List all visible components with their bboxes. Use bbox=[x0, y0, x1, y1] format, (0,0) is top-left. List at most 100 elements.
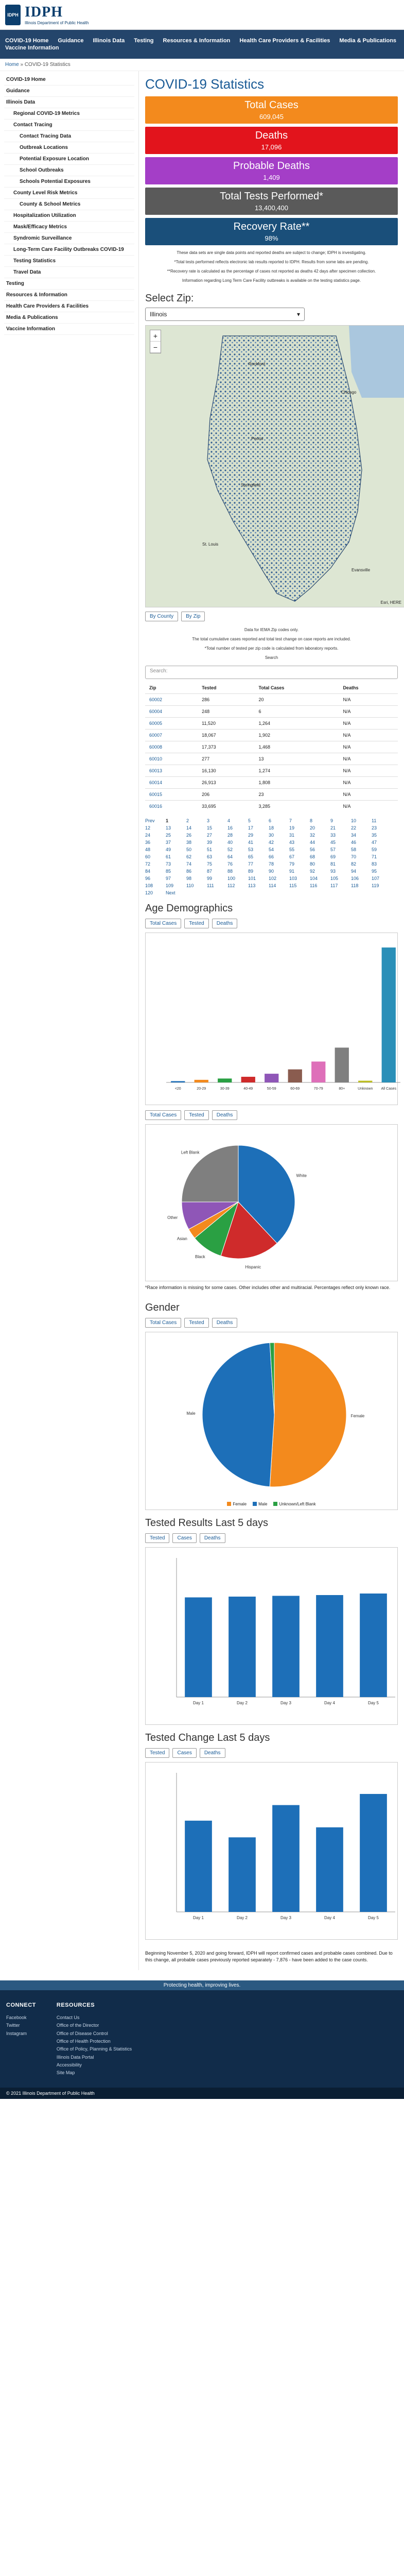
sidebar-item[interactable]: Mask/Efficacy Metrics bbox=[4, 222, 134, 233]
page-link[interactable]: 96 bbox=[145, 876, 151, 881]
bar[interactable] bbox=[194, 1079, 208, 1082]
page-link[interactable]: 69 bbox=[330, 854, 336, 859]
page-link[interactable]: 64 bbox=[227, 854, 233, 859]
sidebar-item[interactable]: Hospitalization Utilization bbox=[4, 210, 134, 222]
page-link[interactable]: 45 bbox=[330, 840, 336, 845]
page-link[interactable]: 89 bbox=[248, 869, 254, 874]
page-link[interactable]: 46 bbox=[351, 840, 357, 845]
gender-deaths-button[interactable]: Deaths bbox=[212, 1317, 238, 1328]
footer-link[interactable]: Illinois Data Portal bbox=[56, 2054, 94, 2060]
change-deaths-button[interactable]: Deaths bbox=[199, 1748, 225, 1758]
nav-guidance[interactable]: Guidance bbox=[58, 38, 84, 44]
page-link[interactable]: 78 bbox=[269, 861, 274, 867]
zip-link[interactable]: 60007 bbox=[145, 729, 198, 741]
page-link[interactable]: 79 bbox=[289, 861, 295, 867]
footer-link[interactable]: Office of Health Protection bbox=[56, 2039, 111, 2044]
bar[interactable] bbox=[381, 947, 396, 1082]
bar[interactable] bbox=[335, 1047, 349, 1082]
page-link[interactable]: 35 bbox=[372, 833, 377, 838]
age-total-cases-button[interactable]: Total Cases bbox=[145, 919, 182, 928]
page-link[interactable]: 3 bbox=[207, 818, 210, 823]
sidebar-item[interactable]: School Outbreaks bbox=[4, 165, 134, 176]
age-deaths-button[interactable]: Deaths bbox=[212, 919, 238, 928]
bar[interactable] bbox=[360, 1793, 387, 1912]
page-link[interactable]: 60 bbox=[145, 854, 151, 859]
zip-link[interactable]: 60008 bbox=[145, 741, 198, 753]
page-link[interactable]: 23 bbox=[372, 825, 377, 831]
page-link[interactable]: 116 bbox=[310, 883, 318, 888]
page-link[interactable]: 77 bbox=[248, 861, 254, 867]
page-link[interactable]: 25 bbox=[166, 833, 171, 838]
bar[interactable] bbox=[316, 1595, 343, 1697]
page-link[interactable]: 101 bbox=[248, 876, 256, 881]
page-link[interactable]: 15 bbox=[207, 825, 213, 831]
page-link[interactable]: 66 bbox=[269, 854, 274, 859]
page-link[interactable]: 18 bbox=[269, 825, 274, 831]
bar[interactable] bbox=[218, 1078, 232, 1082]
page-link[interactable]: 111 bbox=[207, 883, 214, 888]
footer-link[interactable]: Site Map bbox=[56, 2070, 75, 2076]
change-tested-button[interactable]: Tested bbox=[145, 1748, 170, 1758]
bar[interactable] bbox=[241, 1077, 255, 1082]
page-link[interactable]: 100 bbox=[227, 876, 236, 881]
page-link[interactable]: 4 bbox=[227, 818, 231, 823]
page-link[interactable]: 106 bbox=[351, 876, 359, 881]
page-link[interactable]: 76 bbox=[227, 861, 233, 867]
page-link[interactable]: 85 bbox=[166, 869, 171, 874]
page-link[interactable]: 43 bbox=[289, 840, 295, 845]
zip-link[interactable]: 60002 bbox=[145, 693, 198, 706]
page-link[interactable]: 22 bbox=[351, 825, 357, 831]
page-link[interactable]: 108 bbox=[145, 883, 153, 888]
col-total-cases[interactable]: Total Cases bbox=[258, 685, 285, 690]
page-link[interactable]: 62 bbox=[186, 854, 192, 859]
page-link[interactable]: 41 bbox=[248, 840, 254, 845]
footer-link[interactable]: Twitter bbox=[6, 2023, 20, 2028]
footer-link[interactable]: Facebook bbox=[6, 2015, 27, 2021]
page-link[interactable]: 86 bbox=[186, 869, 192, 874]
page-link[interactable]: 63 bbox=[207, 854, 213, 859]
bar[interactable] bbox=[272, 1596, 300, 1697]
page-link[interactable]: 118 bbox=[351, 883, 359, 888]
page-link[interactable]: 10 bbox=[351, 818, 357, 823]
footer-link[interactable]: Office of Disease Control bbox=[56, 2030, 108, 2036]
idph-logo[interactable]: IDPH IDPH Illinois Department of Public … bbox=[5, 4, 89, 25]
page-link[interactable]: 36 bbox=[145, 840, 151, 845]
page-link[interactable]: 88 bbox=[227, 869, 233, 874]
footer-link[interactable]: Office of Policy, Planning & Statistics bbox=[56, 2046, 132, 2052]
page-link[interactable]: 104 bbox=[310, 876, 318, 881]
page-link[interactable]: 83 bbox=[372, 861, 377, 867]
page-link[interactable]: 120 bbox=[145, 890, 153, 895]
page-link[interactable]: 21 bbox=[330, 825, 336, 831]
page-link[interactable]: 117 bbox=[330, 883, 338, 888]
page-link[interactable]: 12 bbox=[145, 825, 151, 831]
page-link[interactable]: 75 bbox=[207, 861, 213, 867]
page-link[interactable]: 8 bbox=[310, 818, 313, 823]
race-total-cases-button[interactable]: Total Cases bbox=[145, 1110, 182, 1120]
zip-select[interactable]: Illinois ▾ bbox=[145, 308, 305, 321]
sidebar-item[interactable]: Regional COVID-19 Metrics bbox=[4, 108, 134, 120]
page-link[interactable]: 102 bbox=[269, 876, 277, 881]
bar[interactable] bbox=[272, 1805, 300, 1912]
bar[interactable] bbox=[358, 1080, 373, 1082]
page-link[interactable]: 73 bbox=[166, 861, 171, 867]
bar[interactable] bbox=[288, 1069, 302, 1082]
sidebar-item[interactable]: Resources & Information bbox=[4, 290, 134, 301]
page-link[interactable]: 19 bbox=[289, 825, 295, 831]
zip-link[interactable]: 60014 bbox=[145, 776, 198, 789]
zoom-in-button[interactable]: + bbox=[150, 330, 161, 342]
pie-slice[interactable] bbox=[269, 1342, 275, 1415]
page-link[interactable]: 44 bbox=[310, 840, 315, 845]
page-link[interactable]: 1 bbox=[166, 818, 169, 823]
page-link[interactable]: 110 bbox=[186, 883, 194, 888]
sidebar-item[interactable]: County & School Metrics bbox=[4, 199, 134, 210]
sidebar-item[interactable]: Long-Term Care Facility Outbreaks COVID-… bbox=[4, 244, 134, 256]
nav-covid-home[interactable]: COVID-19 Home bbox=[5, 38, 49, 44]
pie-slice[interactable] bbox=[202, 1342, 275, 1487]
bar[interactable] bbox=[311, 1061, 326, 1082]
footer-link[interactable]: Contact Us bbox=[56, 2015, 80, 2021]
bar[interactable] bbox=[185, 1820, 212, 1912]
sidebar-item[interactable]: Outbreak Locations bbox=[4, 142, 134, 154]
breadcrumb-home[interactable]: Home bbox=[5, 62, 19, 67]
page-link[interactable]: 56 bbox=[310, 847, 315, 852]
page-link[interactable]: 7 bbox=[289, 818, 292, 823]
